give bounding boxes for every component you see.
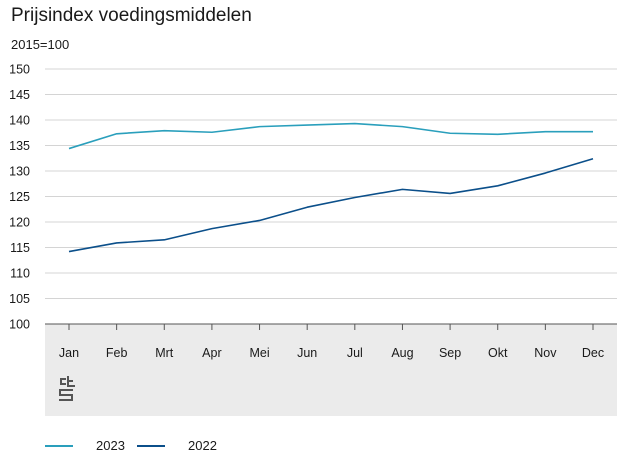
- x-tick-label: Mei: [249, 346, 269, 360]
- x-tick-label: Okt: [488, 346, 508, 360]
- series-line-2022: [68, 157, 594, 253]
- x-tick-label: Jan: [59, 346, 79, 360]
- legend-label-2023: 2023: [96, 438, 125, 453]
- legend-label-2022: 2022: [188, 438, 217, 453]
- x-axis-band: [45, 324, 617, 416]
- legend-item-2023: 2023: [45, 438, 125, 453]
- x-tick-label: Aug: [391, 346, 413, 360]
- y-axis-ticks: 100 105 110 115 120 125 130 135 140 145 150: [9, 63, 30, 332]
- y-tick-label: 145: [9, 88, 30, 102]
- series-line-2023: [68, 122, 593, 150]
- y-tick-label: 120: [9, 216, 30, 230]
- x-tick-label: Jun: [297, 346, 317, 360]
- x-tick-label: Dec: [582, 346, 604, 360]
- y-tick-label: 140: [9, 114, 30, 128]
- logo-b-mark: [67, 376, 75, 387]
- x-axis-ticks: Jan Feb Mrt Apr Mei Jun Jul Aug Sep Okt Nov Dec: [59, 324, 604, 360]
- y-tick-label: 110: [10, 267, 30, 281]
- y-tick-label: 100: [9, 318, 30, 332]
- legend-swatch-2022: [137, 444, 165, 447]
- legend: 2023 2022: [0, 438, 627, 458]
- x-tick-label: Feb: [106, 346, 128, 360]
- x-tick-label: Jul: [347, 346, 363, 360]
- legend-swatch-2023: [45, 444, 73, 447]
- gridlines: [45, 68, 617, 325]
- y-tick-label: 125: [9, 190, 30, 204]
- series-lines: [68, 122, 594, 253]
- line-chart: 100 105 110 115 120 125 130 135 140 145 150 Jan Feb…: [9, 63, 617, 416]
- legend-item-2022: 2022: [137, 438, 217, 453]
- logo-c-mark: [60, 378, 66, 385]
- y-tick-label: 135: [9, 139, 30, 153]
- x-tick-label: Apr: [202, 346, 221, 360]
- x-tick-label: Mrt: [155, 346, 174, 360]
- y-axis-unit-label: 2015=100: [11, 37, 70, 52]
- y-tick-label: 150: [9, 63, 30, 77]
- y-tick-label: 115: [10, 241, 30, 255]
- y-tick-label: 130: [9, 165, 30, 179]
- y-tick-label: 105: [9, 292, 30, 306]
- x-tick-label: Sep: [439, 346, 461, 360]
- logo-s-mark: [59, 389, 73, 401]
- x-tick-label: Nov: [534, 346, 557, 360]
- cbs-logo: [59, 376, 75, 401]
- chart-title: Prijsindex voedingsmiddelen: [11, 5, 252, 26]
